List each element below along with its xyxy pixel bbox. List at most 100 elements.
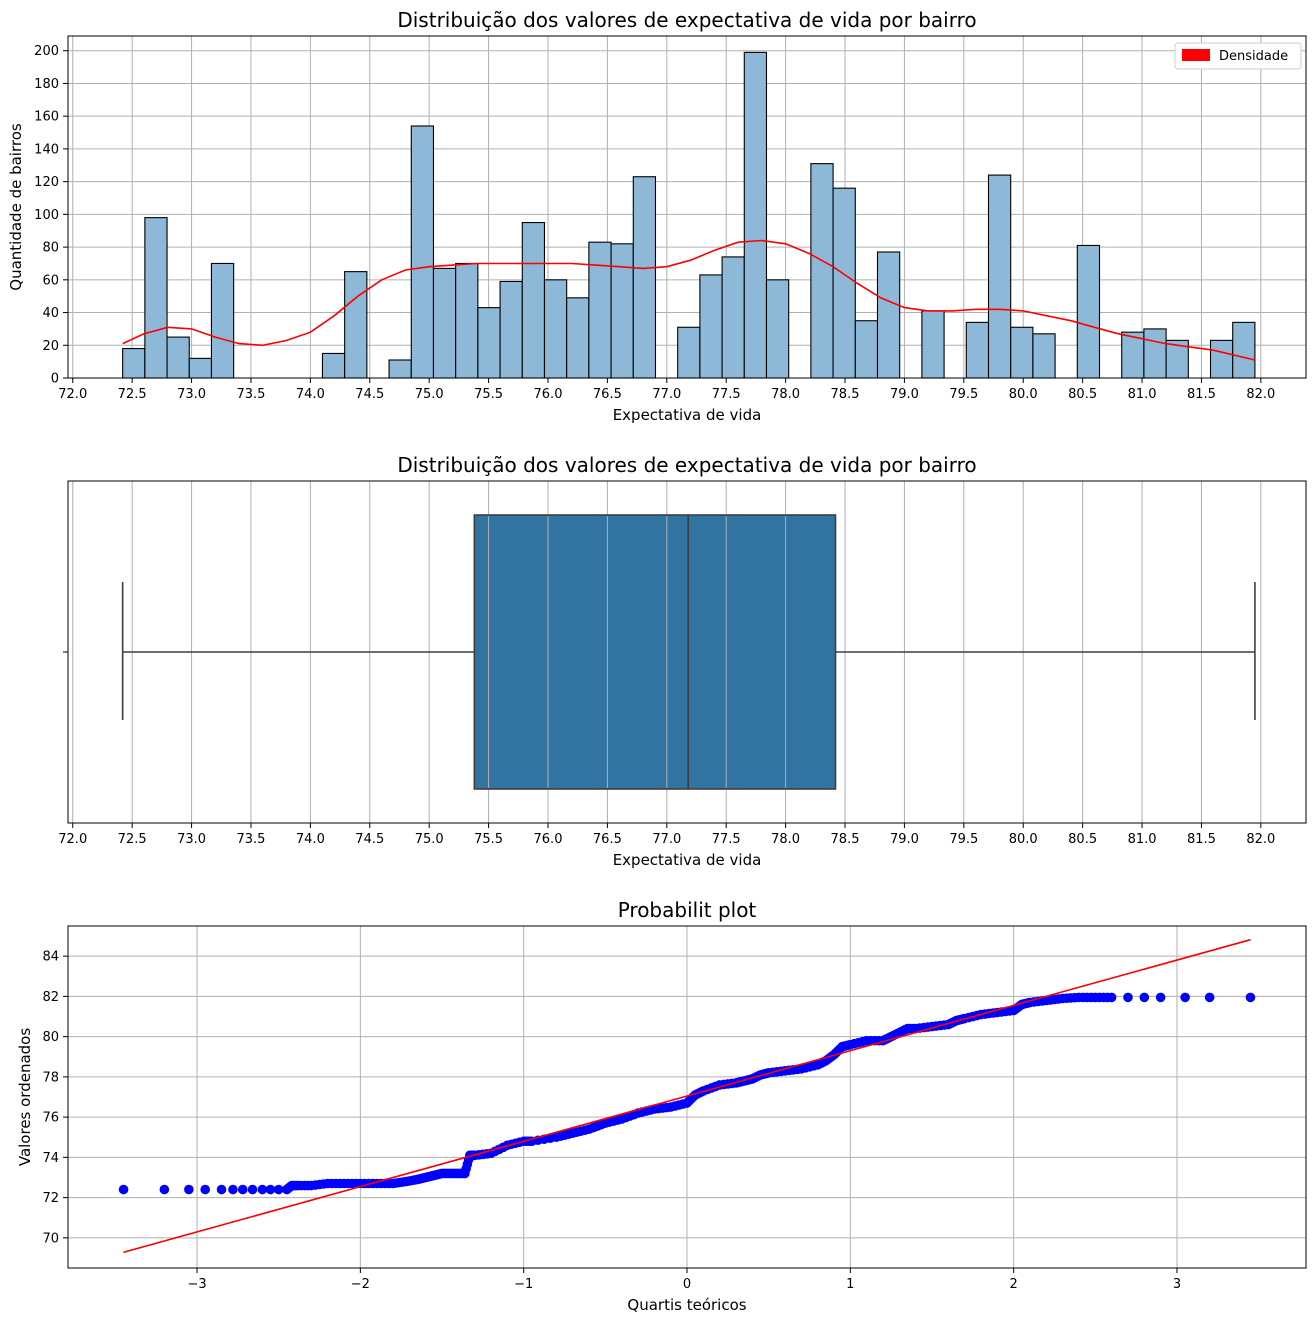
- histogram-bar: [832, 187, 856, 379]
- x-tick-label: 76.5: [593, 387, 622, 402]
- histogram-bar: [1076, 244, 1101, 379]
- histogram-y-label: Quantidade de bairros: [7, 123, 25, 291]
- data-point: [184, 1184, 194, 1195]
- x-tick-label: 73.5: [236, 387, 265, 402]
- x-tick-label: 82.0: [1246, 387, 1275, 402]
- histogram-bar: [388, 359, 412, 379]
- histogram-bar: [610, 243, 634, 379]
- probability-y-ticks: 70 72 74 76 78 80 82 84: [42, 950, 68, 1246]
- histogram-bar: [854, 320, 879, 379]
- histogram-bar: [1143, 328, 1167, 379]
- y-tick-label: 80: [42, 241, 59, 256]
- x-tick-label: 78.0: [771, 832, 800, 847]
- x-tick-label: 79.0: [890, 387, 919, 402]
- histogram-bar: [699, 274, 723, 379]
- x-tick-label: 74.5: [355, 832, 384, 847]
- x-tick-label: 73.0: [177, 832, 206, 847]
- x-tick-label: 80.0: [1009, 832, 1038, 847]
- y-tick-label: 100: [34, 208, 59, 223]
- x-tick-label: 1: [846, 1277, 854, 1292]
- x-tick-label: 2: [1010, 1277, 1018, 1292]
- histogram-bar: [521, 221, 546, 379]
- x-tick-label: 81.5: [1187, 387, 1216, 402]
- probability-title: Probabilit plot: [618, 898, 757, 922]
- histogram-bar: [455, 262, 479, 379]
- histogram-bar: [188, 357, 213, 379]
- histogram-bar: [1010, 326, 1034, 379]
- y-tick-label: 76: [42, 1111, 59, 1126]
- histogram-bar: [566, 297, 590, 379]
- x-tick-label: 72.0: [58, 832, 87, 847]
- boxplot-title: Distribuição dos valores de expectativa …: [397, 453, 976, 477]
- probability-points: [118, 992, 1256, 1195]
- x-tick-label: 78.5: [831, 387, 860, 402]
- histogram-bar: [477, 307, 501, 379]
- x-tick-label: 76.0: [534, 387, 563, 402]
- y-tick-label: 78: [42, 1070, 59, 1085]
- histogram-bar: [965, 321, 990, 379]
- data-point: [1155, 992, 1166, 1003]
- x-tick-label: 81.5: [1187, 832, 1216, 847]
- data-point: [159, 1184, 170, 1195]
- histogram-bar: [543, 279, 568, 379]
- x-tick-label: 76.0: [534, 832, 563, 847]
- x-tick-label: 74.0: [296, 832, 325, 847]
- histogram-bar: [677, 326, 701, 379]
- histogram-bar: [210, 262, 235, 379]
- y-tick-label: 0: [51, 372, 59, 387]
- x-tick-label: 82.0: [1246, 832, 1275, 847]
- histogram-bar: [499, 280, 523, 379]
- x-tick-label: 80.0: [1009, 387, 1038, 402]
- y-tick-label: 160: [34, 110, 59, 125]
- histogram-bar: [810, 163, 834, 379]
- y-tick-label: 80: [42, 1030, 59, 1045]
- histogram-frame: [67, 35, 1307, 379]
- y-tick-label: 200: [34, 44, 59, 59]
- x-tick-label: 75.0: [415, 832, 444, 847]
- x-tick-label: 72.5: [118, 832, 147, 847]
- data-point: [1204, 992, 1215, 1003]
- data-point: [216, 1184, 227, 1195]
- x-tick-label: 79.5: [949, 832, 978, 847]
- legend-swatch-densidade: [1182, 49, 1210, 61]
- probability-x-label: Quartis teóricos: [627, 1296, 746, 1314]
- boxplot-panel: 72.0 72.5 73.0 73.5 74.0 74.5 75.0 75.5 76.0 76.5…: [58, 453, 1307, 869]
- x-tick-label: 81.0: [1128, 387, 1157, 402]
- x-tick-label: 75.5: [474, 832, 503, 847]
- data-point: [1123, 992, 1133, 1003]
- probability-plot-panel: −3 −2 −1 0 1 2 3 70 72 74 76 78 80 82 84 Probabilit p…: [16, 898, 1307, 1314]
- y-tick-label: 40: [42, 306, 59, 321]
- x-tick-label: 80.5: [1068, 387, 1097, 402]
- x-tick-label: −2: [351, 1277, 370, 1292]
- y-tick-label: 60: [42, 273, 59, 288]
- density-curve: [122, 239, 1256, 361]
- data-point: [118, 1184, 129, 1195]
- x-tick-label: 72.0: [58, 387, 87, 402]
- histogram-bar: [921, 310, 945, 379]
- histogram-x-ticks: 72.0 72.5 73.0 73.5 74.0 74.5 75.0 75.5 76.0 76.5…: [58, 378, 1275, 402]
- x-tick-label: 77.0: [652, 387, 681, 402]
- x-tick-label: 80.5: [1068, 832, 1097, 847]
- x-tick-label: 75.0: [415, 387, 444, 402]
- histogram-bar: [122, 347, 146, 379]
- x-tick-label: −3: [187, 1277, 206, 1292]
- fit-line: [123, 938, 1251, 1254]
- boxplot: [121, 514, 1256, 790]
- y-tick-label: 20: [42, 339, 59, 354]
- x-tick-label: 75.5: [474, 387, 503, 402]
- histogram-panel: 72.0 72.5 73.0 73.5 74.0 74.5 75.0 75.5 76.0 76.5…: [7, 8, 1307, 424]
- boxplot-x-ticks: 72.0 72.5 73.0 73.5 74.0 74.5 75.0 75.5 76.0 76.5…: [58, 823, 1275, 847]
- histogram-x-label: Expectativa de vida: [613, 406, 762, 424]
- box-iqr: [473, 514, 837, 790]
- data-point: [237, 1184, 248, 1195]
- x-tick-label: 78.0: [771, 387, 800, 402]
- data-point: [1139, 992, 1150, 1003]
- histogram-bar: [721, 256, 745, 379]
- y-tick-label: 70: [42, 1231, 59, 1246]
- x-tick-label: 72.5: [118, 387, 147, 402]
- x-tick-label: 77.5: [712, 832, 741, 847]
- x-tick-label: 0: [683, 1277, 691, 1292]
- data-point: [1245, 992, 1256, 1003]
- data-point: [257, 1184, 268, 1195]
- y-tick-label: 82: [42, 990, 59, 1005]
